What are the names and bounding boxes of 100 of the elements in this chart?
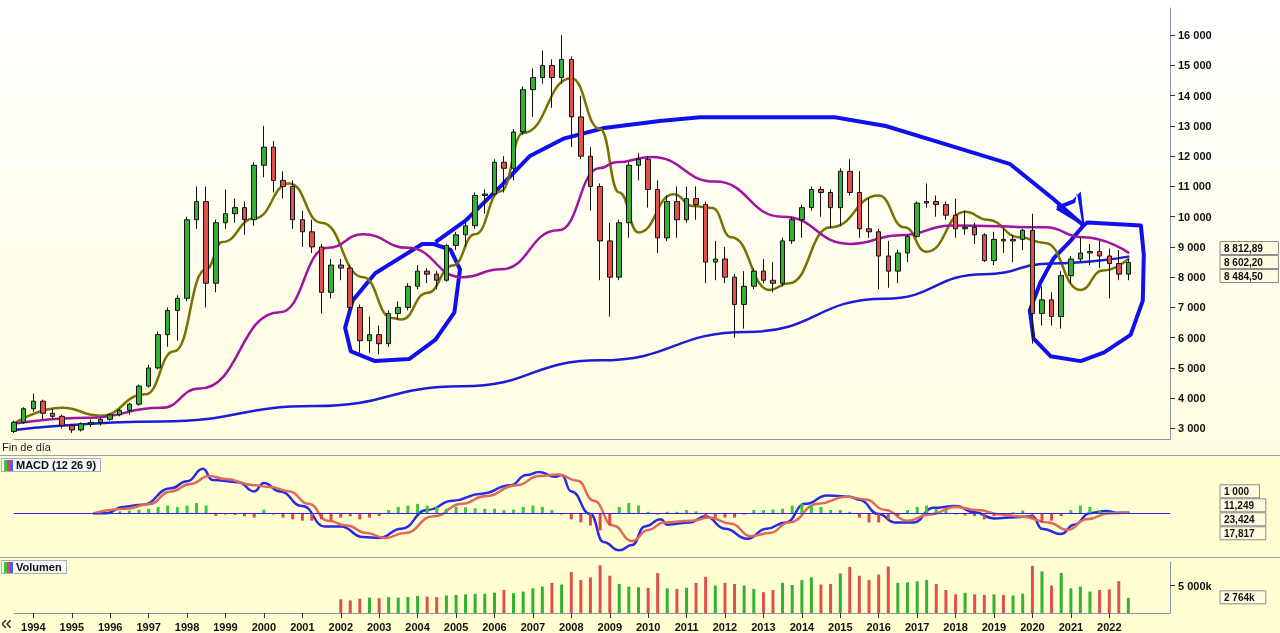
candlestick [338, 258, 344, 281]
candlestick [607, 222, 613, 318]
bar [550, 582, 554, 613]
y-tick-label: 4 000 [1178, 392, 1206, 405]
bar [925, 580, 929, 613]
y-tick-label: 12 000 [1178, 150, 1212, 163]
bar [848, 566, 852, 613]
bar [915, 506, 919, 514]
bar [588, 513, 592, 526]
candlestick [1049, 291, 1054, 327]
x-tick-label: 2017 [904, 620, 930, 633]
candlestick [127, 402, 132, 416]
bar [829, 510, 833, 514]
bar [550, 510, 554, 514]
bar [781, 582, 785, 613]
bar [637, 587, 640, 613]
bar [934, 583, 938, 613]
x-tick-label: 2002 [328, 620, 354, 633]
candlestick [549, 58, 555, 109]
y-tick-label: 9 000 [1178, 240, 1206, 253]
y-tick-label: 13 000 [1178, 119, 1212, 132]
candlestick [69, 423, 75, 434]
bar [454, 594, 458, 613]
candlestick [98, 417, 103, 426]
candlestick [914, 201, 920, 239]
text: 23,424 [1224, 514, 1256, 526]
bar [713, 585, 717, 613]
y-tick-label: 3 000 [1178, 422, 1206, 435]
y-tick-label: 10 000 [1178, 210, 1212, 223]
candlestick [828, 188, 833, 230]
bar [396, 597, 400, 613]
x-tick-label: 1994 [21, 620, 47, 633]
candlestick [271, 140, 276, 193]
bar [790, 585, 794, 613]
candlestick [972, 222, 977, 245]
candlestick [818, 185, 824, 218]
candlestick [886, 240, 891, 289]
bar [800, 503, 804, 514]
x-tick-label: 2022 [1097, 620, 1122, 633]
x-tick-label: 2011 [674, 620, 699, 633]
candlestick [232, 198, 238, 224]
candlestick [1097, 240, 1102, 269]
x-tick-label: 2018 [943, 620, 968, 633]
x-tick-label: 2001 [290, 620, 315, 633]
candlestick [194, 185, 199, 230]
candlestick [1001, 228, 1006, 254]
candlestick [251, 161, 257, 227]
candlestick [559, 34, 564, 85]
candlestick [626, 161, 632, 239]
candlestick [530, 67, 536, 118]
candlestick [770, 261, 776, 293]
text: 8 812,89 [1224, 243, 1264, 255]
bar [1059, 572, 1063, 613]
x-tick-label: 2014 [789, 620, 815, 633]
bar [733, 583, 737, 613]
bar [435, 597, 439, 613]
bar [627, 502, 631, 514]
x-tick-label: 2005 [443, 620, 469, 633]
candlestick [395, 300, 401, 321]
bar [1088, 591, 1092, 613]
bar [973, 594, 977, 613]
bar [886, 566, 890, 613]
bar [406, 505, 410, 514]
bar [685, 587, 689, 613]
bar [906, 582, 910, 613]
candlestick [328, 258, 334, 299]
bar [156, 506, 160, 514]
candlestick [40, 399, 46, 420]
bar [204, 505, 208, 514]
bar [877, 574, 881, 613]
candlestick [261, 125, 267, 178]
bar [1069, 588, 1073, 613]
y-tick-label: 5 000k [1178, 579, 1213, 592]
candlestick [59, 414, 65, 429]
candlestick [357, 303, 363, 354]
bar [396, 506, 400, 514]
bar [531, 505, 535, 514]
text: 8 484,50 [1224, 271, 1264, 283]
x-tick-label: 2007 [520, 620, 546, 633]
candlestick [386, 309, 391, 348]
candlestick [789, 216, 795, 245]
candlestick [434, 270, 439, 290]
bar [934, 508, 938, 514]
candlestick [482, 188, 488, 215]
bar [1001, 594, 1005, 613]
bar [531, 588, 535, 613]
bar [473, 508, 477, 514]
bar [771, 589, 775, 613]
bar [838, 573, 842, 613]
chart-title: Volumen [16, 561, 62, 573]
candlestick [1126, 258, 1131, 281]
bar [127, 510, 131, 514]
bar [588, 577, 592, 613]
candlestick [501, 155, 507, 193]
bar [617, 506, 621, 514]
candlestick [732, 273, 737, 339]
bar [195, 502, 199, 514]
bar [416, 503, 420, 514]
candlestick [857, 170, 862, 239]
candlestick [1078, 237, 1083, 263]
